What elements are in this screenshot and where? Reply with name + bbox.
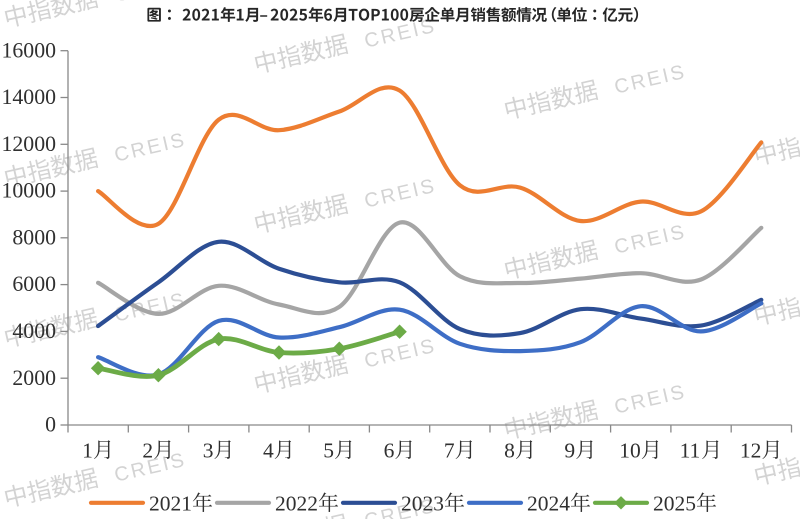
- svg-text:2: 2: [142, 438, 153, 462]
- svg-text:7: 7: [444, 438, 455, 462]
- svg-text:12: 12: [740, 438, 762, 462]
- svg-text:10000: 10000: [2, 179, 57, 203]
- svg-text:0: 0: [45, 413, 56, 437]
- svg-text:10: 10: [619, 438, 641, 462]
- svg-text:6: 6: [384, 438, 395, 462]
- svg-text:4: 4: [263, 438, 274, 462]
- svg-text:4000: 4000: [12, 319, 56, 343]
- svg-text:16000: 16000: [2, 38, 57, 62]
- svg-text:2024: 2024: [527, 491, 570, 515]
- svg-text:8: 8: [504, 438, 515, 462]
- svg-text:2000: 2000: [12, 366, 56, 390]
- svg-text:3: 3: [203, 438, 214, 462]
- svg-text:2025: 2025: [653, 491, 696, 515]
- svg-text:1: 1: [82, 438, 93, 462]
- svg-text:11: 11: [680, 438, 701, 462]
- svg-text:5: 5: [323, 438, 334, 462]
- svg-text:2021: 2021: [149, 491, 192, 515]
- svg-text:6000: 6000: [12, 272, 56, 296]
- svg-text:2022: 2022: [275, 491, 318, 515]
- svg-text:8000: 8000: [12, 225, 56, 249]
- svg-text:12000: 12000: [2, 132, 57, 156]
- svg-text:9: 9: [564, 438, 575, 462]
- svg-text:2023: 2023: [401, 491, 444, 515]
- svg-text:14000: 14000: [2, 85, 57, 109]
